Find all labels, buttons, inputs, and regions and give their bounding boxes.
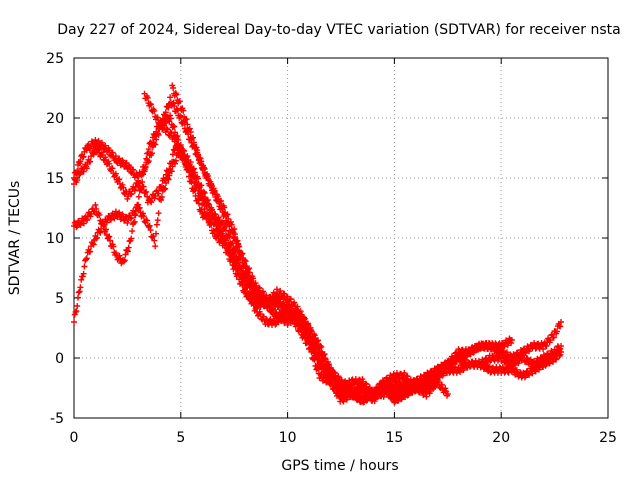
y-tick-label: -5 <box>50 411 64 427</box>
x-tick-label: 5 <box>176 430 185 446</box>
y-axis-label: SDTVAR / TECUs <box>7 181 23 296</box>
data-marker-path <box>71 112 451 405</box>
series-trace-6 <box>169 82 441 406</box>
y-tick-label: 15 <box>46 171 64 187</box>
y-tick-label: 0 <box>55 351 64 367</box>
series-trace-1 <box>71 112 451 405</box>
y-tick-label: 5 <box>55 291 64 307</box>
axis-ticks: 0 5 10 15 20 25 -5 0 5 10 15 20 25 <box>46 51 617 446</box>
y-tick-label: 10 <box>46 231 64 247</box>
chart-title: Day 227 of 2024, Sidereal Day-to-day VTE… <box>57 22 620 38</box>
x-tick-label: 0 <box>70 430 79 446</box>
x-tick-label: 15 <box>385 430 403 446</box>
x-axis-label: GPS time / hours <box>281 458 398 474</box>
y-tick-label: 25 <box>46 51 64 67</box>
x-tick-label: 10 <box>279 430 297 446</box>
data-marker-path <box>169 82 441 406</box>
series-trace-5 <box>141 90 564 399</box>
y-tick-label: 20 <box>46 111 64 127</box>
x-tick-label: 20 <box>492 430 510 446</box>
x-tick-label: 25 <box>599 430 617 446</box>
data-marker-path <box>141 90 564 399</box>
data-points <box>71 82 564 406</box>
